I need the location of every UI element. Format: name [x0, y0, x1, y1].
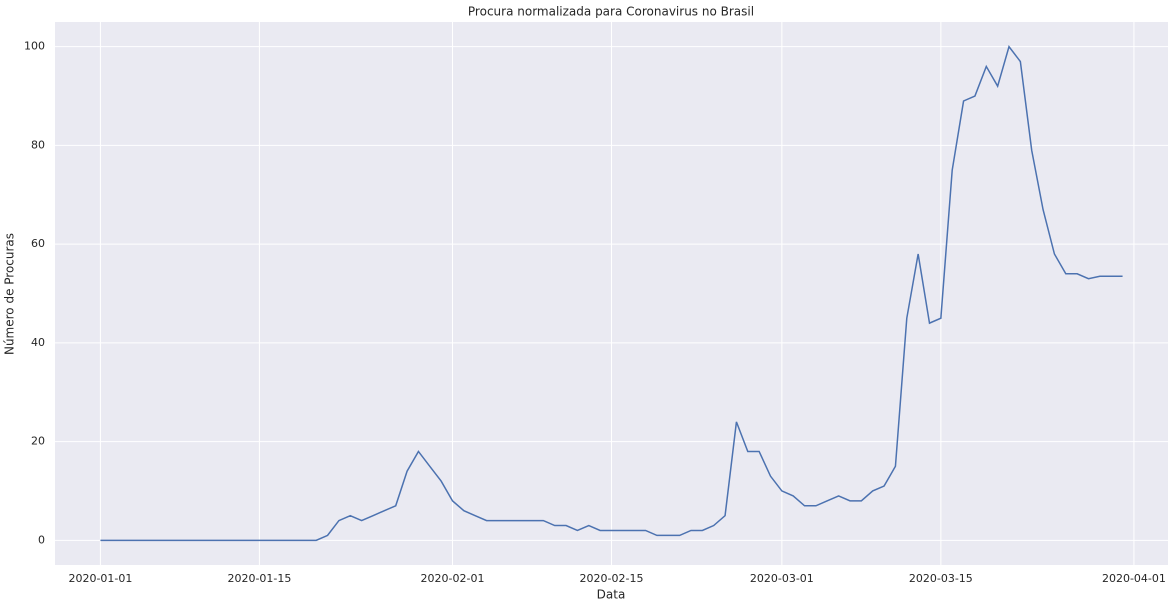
x-tick-label: 2020-01-15	[227, 572, 291, 585]
y-tick-label: 40	[31, 336, 45, 349]
y-tick-label: 60	[31, 237, 45, 250]
data-line	[100, 45, 1123, 542]
x-tick-label: 2020-03-15	[909, 572, 973, 585]
y-tick-label: 100	[24, 40, 45, 53]
chart-title: Procura normalizada para Coronavirus no …	[468, 5, 754, 19]
x-axis-label: Data	[597, 588, 626, 602]
y-tick-label: 0	[38, 533, 45, 546]
y-tick-label: 20	[31, 435, 45, 448]
y-tick-label: 80	[31, 138, 45, 151]
x-tick-label: 2020-02-01	[421, 572, 485, 585]
x-tick-label: 2020-04-01	[1102, 572, 1166, 585]
x-tick-label: 2020-01-01	[68, 572, 132, 585]
x-tick-label: 2020-02-15	[580, 572, 644, 585]
y-axis-label: Número de Procuras	[3, 233, 17, 355]
x-tick-label: 2020-03-01	[750, 572, 814, 585]
